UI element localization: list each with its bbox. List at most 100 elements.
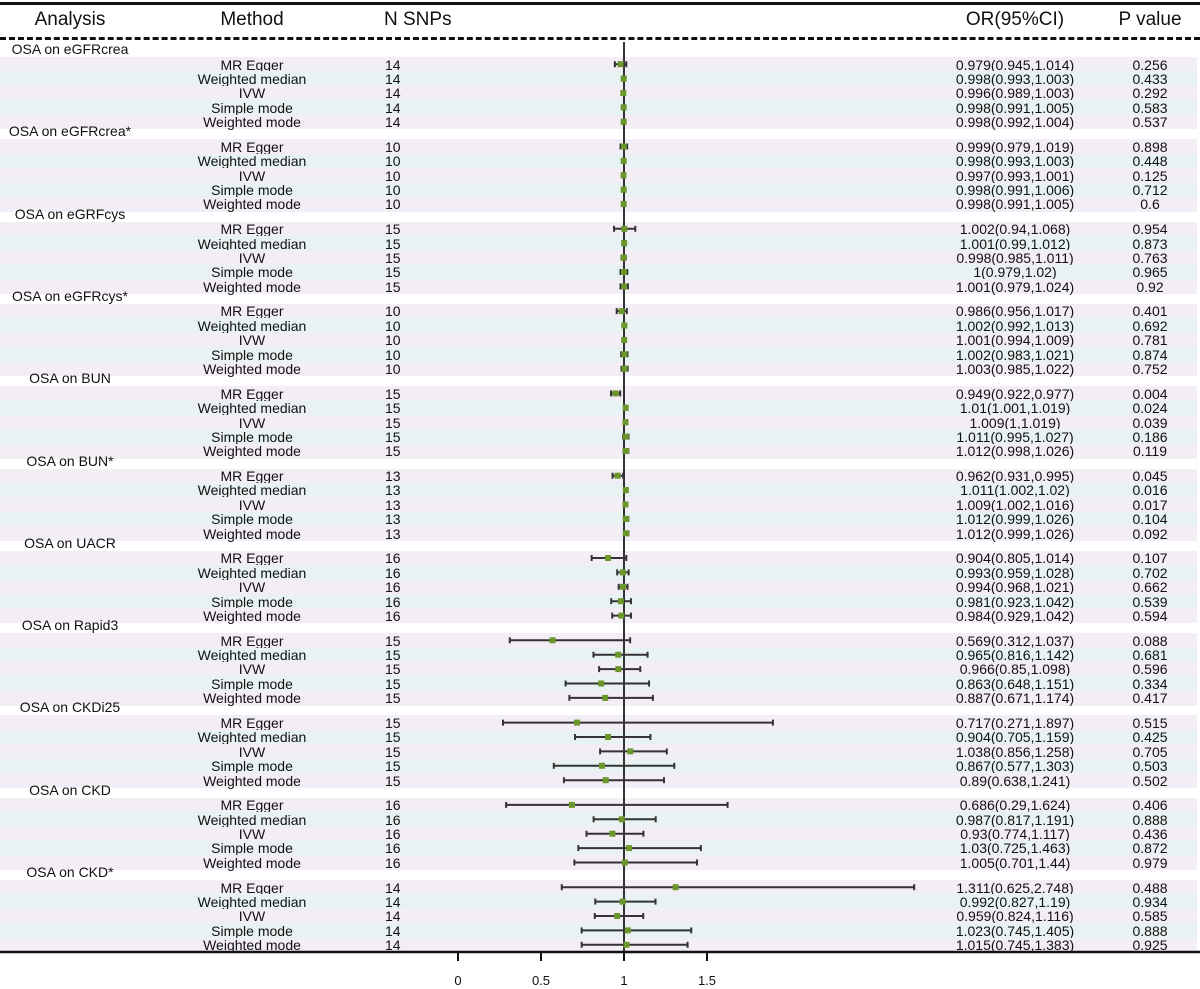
group-label: OSA on CKDi25 [19, 699, 121, 716]
method-label: IVW [238, 826, 266, 842]
nsnps-value: 10 [385, 167, 401, 184]
p-value: 0.503 [1132, 758, 1168, 775]
or-ci-text: 1.023(0.745,1.405) [955, 922, 1075, 939]
p-value: 0.016 [1132, 482, 1168, 499]
method-label: Weighted mode [203, 278, 301, 295]
or-ci-text: 1.01(1.001,1.019) [959, 400, 1071, 417]
nsnps-value: 14 [385, 893, 401, 910]
table-row [0, 71, 1197, 87]
nsnps-value: 14 [385, 70, 401, 87]
nsnps-value: 15 [385, 714, 401, 731]
or-ci-text: 0.987(0.817,1.191) [955, 811, 1075, 828]
or-ci-text: 1.015(0.745,1.383) [955, 937, 1075, 954]
group-label: OSA on Rapid3 [21, 617, 119, 634]
p-value: 0.092 [1132, 525, 1168, 542]
group-label: OSA on eGRFcys [14, 205, 126, 222]
table-row [0, 57, 1197, 72]
point-estimate [598, 680, 605, 687]
method-label: IVW [238, 743, 266, 760]
or-ci-text: 1.005(0.701,1.44) [959, 854, 1071, 871]
method-label: IVW [238, 661, 266, 678]
p-value: 0.898 [1132, 138, 1168, 155]
nsnps-value: 16 [385, 797, 401, 814]
nsnps-value: 14 [385, 937, 401, 954]
nsnps-value: 15 [385, 249, 401, 266]
table-row [0, 468, 1197, 484]
nsnps-value: 15 [385, 443, 401, 460]
nsnps-value: 15 [385, 647, 401, 663]
or-ci-text: 0.966(0.85,1.098) [959, 661, 1071, 678]
point-estimate [574, 719, 581, 726]
method-label: IVW [238, 908, 266, 925]
or-ci-text: 1(0.979,1.02) [973, 264, 1057, 281]
p-value: 0.502 [1132, 772, 1168, 789]
header-divider [0, 37, 1200, 40]
point-estimate [620, 75, 627, 82]
p-value: 0.712 [1132, 182, 1168, 198]
method-label: Weighted mode [203, 937, 301, 954]
x-tick-label: 1.5 [698, 973, 716, 988]
p-value: 0.436 [1132, 826, 1168, 842]
or-ci-text: 0.999(0.979,1.019) [955, 138, 1075, 155]
p-value: 0.186 [1132, 428, 1168, 445]
p-value: 0.119 [1133, 443, 1167, 460]
point-estimate [598, 762, 605, 769]
method-label: MR Egger [220, 56, 284, 73]
table-row [0, 236, 1197, 251]
header-method: Method [220, 9, 284, 30]
method-label: Simple mode [211, 346, 293, 363]
method-label: MR Egger [220, 632, 284, 649]
method-label: IVW [238, 496, 266, 513]
or-ci-text: 0.998(0.991,1.005) [955, 99, 1075, 116]
or-ci-text: 0.686(0.29,1.624) [959, 797, 1071, 814]
method-label: Weighted median [197, 400, 307, 417]
p-value: 0.662 [1132, 579, 1168, 596]
or-ci-text: 1.03(0.725,1.463) [959, 840, 1071, 857]
method-label: Simple mode [211, 840, 293, 857]
or-ci-text: 1.311(0.625,2.748) [956, 879, 1074, 896]
nsnps-value: 15 [385, 264, 401, 281]
nsnps-value: 15 [385, 729, 401, 746]
table-row [0, 85, 1197, 101]
table-row [0, 182, 1197, 198]
point-estimate [620, 157, 627, 164]
nsnps-value: 15 [385, 385, 401, 402]
nsnps-value: 16 [385, 854, 401, 871]
table-row [0, 168, 1197, 183]
p-value: 0.872 [1132, 840, 1168, 857]
nsnps-value: 10 [385, 182, 401, 198]
method-label: IVW [238, 414, 266, 431]
nsnps-value: 10 [385, 317, 401, 334]
or-ci-text: 1.002(0.983,1.021) [955, 346, 1075, 363]
table-row [0, 332, 1197, 348]
nsnps-value: 16 [385, 811, 401, 828]
x-tick-label: 0.5 [532, 973, 550, 988]
p-value: 0.433 [1132, 70, 1168, 87]
or-ci-text: 0.996(0.989,1.003) [955, 85, 1075, 102]
nsnps-value: 10 [385, 346, 401, 363]
nsnps-value: 14 [385, 99, 401, 116]
point-estimate [621, 283, 628, 290]
point-estimate [621, 336, 628, 343]
or-ci-text: 0.998(0.993,1.003) [955, 70, 1075, 87]
point-estimate [615, 666, 622, 673]
point-estimate [602, 777, 609, 784]
p-value: 0.024 [1132, 400, 1168, 417]
point-estimate [621, 351, 628, 358]
or-ci-text: 1.012(0.998,1.026) [955, 443, 1075, 460]
point-estimate [618, 308, 625, 315]
nsnps-value: 15 [385, 221, 401, 238]
or-ci-text: 0.962(0.931,0.995) [955, 468, 1075, 484]
point-estimate [619, 898, 626, 905]
p-value: 0.515 [1132, 714, 1168, 731]
p-value: 0.705 [1132, 743, 1168, 760]
or-ci-text: 0.867(0.577,1.303) [955, 758, 1075, 775]
point-estimate [623, 941, 630, 948]
x-tick-label: 0 [454, 973, 461, 988]
table-row [0, 415, 1197, 430]
point-estimate [622, 404, 629, 411]
or-ci-text: 0.979(0.945,1.014) [955, 56, 1075, 73]
p-value: 0.596 [1132, 661, 1168, 678]
table-row [0, 250, 1197, 266]
nsnps-value: 16 [385, 607, 401, 624]
